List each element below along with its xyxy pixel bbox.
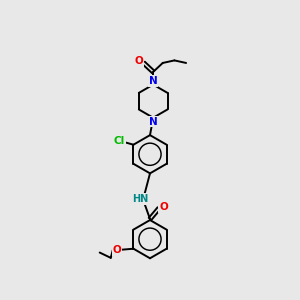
Text: O: O <box>135 56 143 66</box>
Text: Cl: Cl <box>114 136 125 146</box>
Text: O: O <box>159 202 168 212</box>
Text: HN: HN <box>132 194 148 204</box>
Text: N: N <box>149 76 158 86</box>
Text: O: O <box>113 245 122 255</box>
Text: N: N <box>149 117 158 127</box>
